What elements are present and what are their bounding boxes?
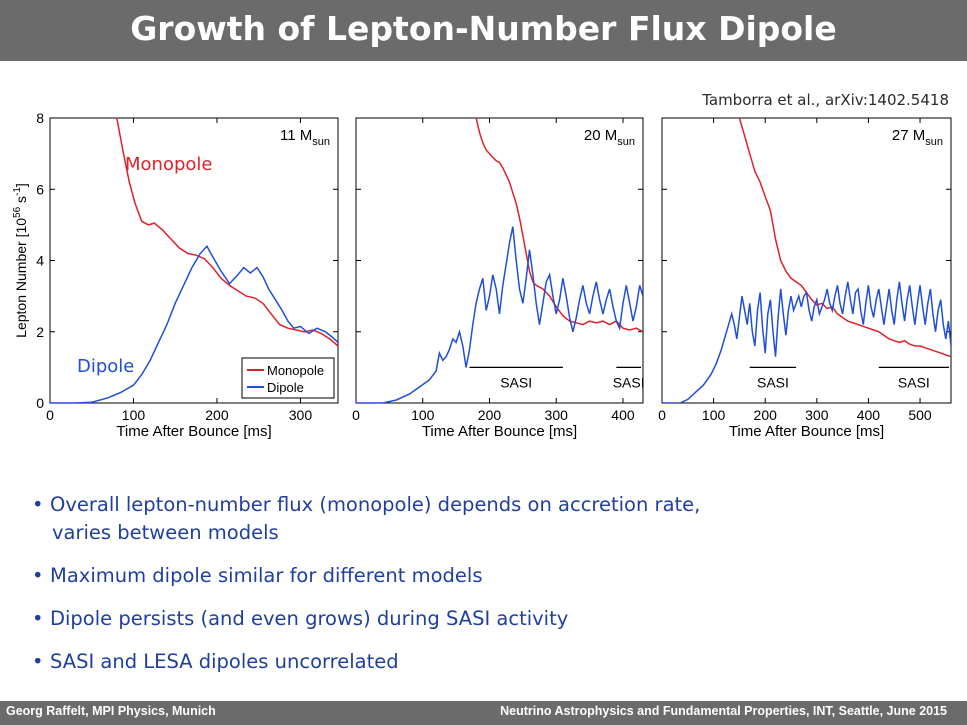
x-tick-label: 400 bbox=[611, 407, 635, 423]
sasi-label: SASI bbox=[757, 374, 789, 390]
monopole-overlay-label: Monopole bbox=[125, 154, 212, 175]
x-axis-label: Time After Bounce [ms] bbox=[422, 423, 577, 440]
citation: Tamborra et al., arXiv:1402.5418 bbox=[702, 91, 949, 109]
dipole-series-line bbox=[50, 245, 338, 403]
dipole-overlay-label: Dipole bbox=[77, 356, 134, 377]
title-bar: Growth of Lepton-Number Flux Dipole bbox=[0, 0, 967, 61]
bullet-item: • SASI and LESA dipoles uncorrelated bbox=[32, 647, 932, 677]
y-tick-label: 4 bbox=[36, 253, 44, 269]
legend-box bbox=[241, 357, 335, 399]
panel-mass-label: 20 Msun bbox=[584, 127, 635, 148]
x-axis-label: Time After Bounce [ms] bbox=[116, 423, 271, 440]
legend-entry-label: Monopole bbox=[267, 363, 324, 378]
x-tick-label: 200 bbox=[478, 407, 502, 423]
x-tick-label: 100 bbox=[411, 407, 435, 423]
x-tick-label: 0 bbox=[46, 407, 54, 423]
x-tick-label: 300 bbox=[289, 407, 313, 423]
sasi-label: SASI bbox=[500, 374, 532, 390]
x-tick-label: 0 bbox=[352, 407, 360, 423]
chart-panels: 0 100 200 300 0 2 4 6 8 Time After Bounce [ms] Lep… bbox=[12, 110, 952, 440]
monopole-series-line bbox=[738, 118, 951, 358]
y-axis-label: Lepton Number [1056 s-1] bbox=[12, 183, 29, 338]
y-tick-label: 8 bbox=[36, 110, 44, 126]
bullet-text: SASI and LESA dipoles uncorrelated bbox=[50, 650, 399, 673]
bullet-text: Overall lepton-number flux (monopole) de… bbox=[50, 493, 701, 516]
bullet-dot: • bbox=[32, 564, 44, 587]
chart-panel: 0 100 200 300 400 500 Time After Bounce [ms] 27… bbox=[658, 117, 952, 440]
bullet-dot: • bbox=[32, 607, 44, 630]
bullet-item: • Dipole persists (and even grows) during… bbox=[32, 604, 932, 634]
footer-event: Neutrino Astrophysics and Fundamental Pr… bbox=[500, 704, 947, 718]
panel-mass-label: 27 Msun bbox=[892, 127, 943, 148]
slide-title: Growth of Lepton-Number Flux Dipole bbox=[130, 9, 837, 48]
x-axis-label: Time After Bounce [ms] bbox=[729, 423, 884, 440]
bullet-text: Dipole persists (and even grows) during … bbox=[50, 607, 569, 630]
bullet-text: Maximum dipole similar for different mod… bbox=[50, 564, 483, 587]
chart-panel: 0 100 200 300 0 2 4 6 8 Time After Bounce [ms] Lep… bbox=[12, 110, 339, 440]
x-tick-label: 100 bbox=[122, 407, 146, 423]
legend-entry-label: Dipole bbox=[267, 380, 304, 395]
y-tick-label: 0 bbox=[36, 395, 44, 411]
dipole-series-line bbox=[662, 281, 951, 403]
y-tick-label: 6 bbox=[36, 181, 44, 197]
x-tick-label: 200 bbox=[205, 407, 229, 423]
x-tick-label: 400 bbox=[857, 407, 881, 423]
dipole-series-line bbox=[356, 226, 643, 403]
bullet-item: • Overall lepton-number flux (monopole) d… bbox=[32, 490, 932, 548]
x-tick-label: 200 bbox=[754, 407, 778, 423]
bullet-item: • Maximum dipole similar for different mo… bbox=[32, 561, 932, 591]
monopole-series-line bbox=[116, 118, 338, 347]
plot-frame bbox=[661, 117, 952, 404]
bullet-dot: • bbox=[32, 493, 44, 516]
sasi-label: SASI bbox=[613, 374, 645, 390]
y-tick-label: 2 bbox=[36, 324, 44, 340]
panel-mass-label: 11 Msun bbox=[280, 127, 330, 148]
footer-bar: Georg Raffelt, MPI Physics, Munich Neutr… bbox=[0, 701, 967, 725]
chart-panel: 0 100 200 300 400 Time After Bounce [ms] 20 Ms… bbox=[352, 117, 645, 440]
monopole-series-line bbox=[475, 118, 643, 333]
x-tick-label: 500 bbox=[908, 407, 932, 423]
x-tick-label: 0 bbox=[658, 407, 666, 423]
footer-author: Georg Raffelt, MPI Physics, Munich bbox=[6, 704, 216, 718]
bullet-dot: • bbox=[32, 650, 44, 673]
sasi-label: SASI bbox=[898, 374, 930, 390]
plot-frame bbox=[355, 117, 644, 404]
x-tick-label: 300 bbox=[545, 407, 569, 423]
x-tick-label: 100 bbox=[702, 407, 726, 423]
bullet-continuation: varies between models bbox=[52, 521, 279, 544]
bullet-list: • Overall lepton-number flux (monopole) d… bbox=[32, 490, 932, 690]
x-tick-label: 300 bbox=[805, 407, 829, 423]
